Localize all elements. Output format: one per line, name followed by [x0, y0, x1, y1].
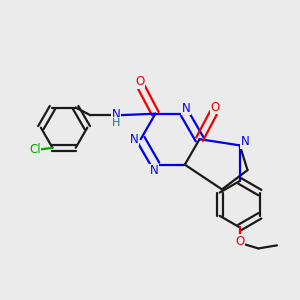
Text: O: O: [235, 235, 244, 248]
Text: N: N: [111, 108, 120, 121]
Text: O: O: [210, 101, 220, 114]
Text: H: H: [112, 118, 120, 128]
Text: N: N: [241, 135, 250, 148]
Text: N: N: [130, 133, 138, 146]
Text: N: N: [149, 164, 158, 177]
Text: N: N: [182, 102, 191, 115]
Text: Cl: Cl: [29, 143, 40, 156]
Text: O: O: [135, 75, 145, 88]
